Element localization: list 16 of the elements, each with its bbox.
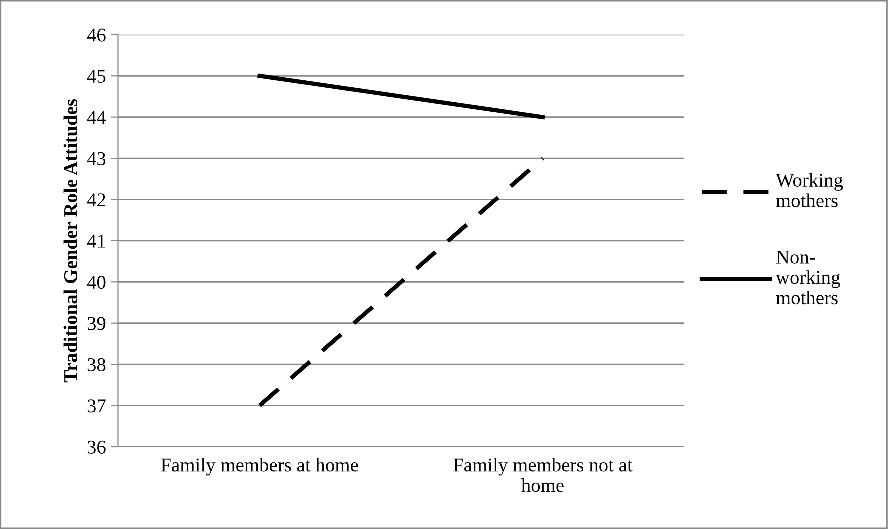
y-tick-label: 41 (87, 234, 106, 248)
legend-label: Non-working mothers (776, 250, 840, 305)
y-tick-label: 39 (88, 317, 106, 330)
y-axis-title: Traditional Gender Role Attitudes (64, 99, 78, 383)
x-tick-label: Family members at home (161, 458, 358, 476)
y-tick-label: 40 (87, 276, 106, 290)
legend-label: Working mothers (776, 173, 844, 208)
y-tick-label: 42 (87, 194, 106, 206)
y-tick-label: 36 (88, 440, 106, 454)
x-tick-label: Family members not at home (454, 458, 633, 492)
y-tick-label: 38 (88, 358, 106, 372)
y-tick-label: 46 (87, 28, 106, 42)
y-tick-label: 44 (87, 111, 106, 124)
y-tick-label: 43 (87, 152, 106, 166)
y-tick-label: 45 (87, 70, 106, 84)
y-tick-label: 37 (88, 400, 106, 413)
